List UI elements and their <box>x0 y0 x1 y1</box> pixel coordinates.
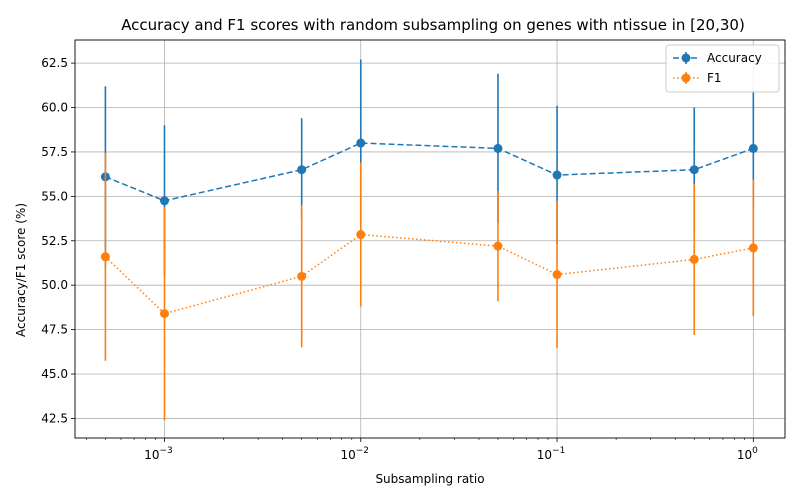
y-tick-label: 62.5 <box>41 56 68 70</box>
x-tick-label: 10−2 <box>340 446 369 462</box>
y-tick-label: 50.0 <box>41 278 68 292</box>
data-point <box>552 270 562 280</box>
series-line <box>104 233 754 315</box>
data-point <box>689 165 699 175</box>
series-f1 <box>100 152 758 421</box>
data-point <box>493 241 503 251</box>
series-layer <box>100 59 758 421</box>
y-tick-label: 42.5 <box>41 411 68 425</box>
data-point <box>159 309 169 319</box>
y-tick-label: 47.5 <box>41 323 68 337</box>
data-point <box>356 230 366 240</box>
plot-frame <box>74 39 786 439</box>
y-tick-label: 60.0 <box>41 101 68 115</box>
legend-marker <box>681 73 691 83</box>
y-tick-label: 45.0 <box>41 367 68 381</box>
x-axis-label: Subsampling ratio <box>375 472 484 486</box>
data-point <box>297 271 307 281</box>
y-tick-label: 57.5 <box>41 145 68 159</box>
legend-marker <box>681 53 691 63</box>
series-accuracy <box>100 59 758 277</box>
series-line <box>105 142 754 202</box>
x-tick-label: 10−3 <box>144 446 173 462</box>
legend-label: Accuracy <box>707 51 762 65</box>
legend-entry: Accuracy <box>673 51 762 65</box>
data-point <box>689 254 699 264</box>
x-tick-label: 10−1 <box>537 446 566 462</box>
y-tick-label: 55.0 <box>41 189 68 203</box>
data-point <box>159 196 169 206</box>
y-axis-label: Accuracy/F1 score (%) <box>14 203 28 337</box>
data-point <box>356 138 366 148</box>
legend-entry: F1 <box>673 71 722 85</box>
data-point <box>100 252 110 262</box>
data-point <box>493 143 503 153</box>
x-tick-label: 100 <box>737 446 758 462</box>
data-point <box>748 243 758 253</box>
data-point <box>748 143 758 153</box>
axes: 10−3 10−2 10−1 100 42.5 45.0 47.5 50.0 52.5 55.0 5… <box>41 39 786 462</box>
data-point <box>552 170 562 180</box>
data-point <box>297 165 307 175</box>
chart-title: Accuracy and F1 scores with random subsa… <box>121 16 745 34</box>
y-tick-label: 52.5 <box>41 234 68 248</box>
legend-label: F1 <box>707 71 722 85</box>
grid-lines <box>75 40 785 438</box>
legend: Accuracy F1 <box>665 44 780 93</box>
legend-box <box>665 44 780 93</box>
